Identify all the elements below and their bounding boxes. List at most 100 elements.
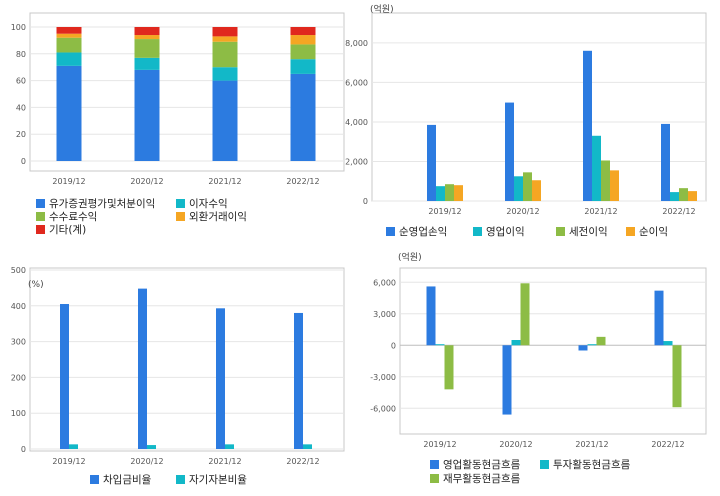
legend-swatch <box>473 227 482 236</box>
y-tick-label: 300 <box>11 338 26 347</box>
bar-income-s0-c1 <box>505 102 514 201</box>
y-tick-label: 0 <box>391 341 396 350</box>
chart-income: 0 2,000 4,000 6,000 8,000 (억원) 2019/12 2020/12 2… <box>345 3 707 238</box>
y-tick-label: 6,000 <box>345 78 368 87</box>
x-tick-label: 2021/12 <box>208 457 241 466</box>
bar-income-s3-c3 <box>688 191 697 201</box>
x-tick-label: 2019/12 <box>428 207 461 216</box>
bar-ratios-s0-c3 <box>294 312 303 449</box>
y-tick-label: 80 <box>16 50 26 59</box>
plot-frame <box>371 12 707 202</box>
chart-cashflow: -6,000 -3,000 0 3,000 6,000 (억원) 2019/12 2020/1… <box>370 251 707 485</box>
plot-frame <box>399 267 707 435</box>
legend-swatch <box>626 227 635 236</box>
bar-income-s2-c0 <box>445 184 454 201</box>
x-tick-label: 2020/12 <box>130 457 163 466</box>
legend-label: 세전이익 <box>569 226 608 238</box>
bar-revenue-composition-s4-c2 <box>212 27 238 37</box>
unit-label: (억원) <box>370 3 394 15</box>
bar-income-s1-c1 <box>514 176 523 201</box>
y-tick-label: 200 <box>11 373 26 382</box>
bar-cashflow-s2-c2 <box>596 336 606 346</box>
bar-ratios-s0-c1 <box>138 288 147 449</box>
bar-ratios-s1-c0 <box>69 444 78 449</box>
y-tick-label: 20 <box>16 130 26 139</box>
legend-swatch <box>36 225 45 234</box>
bar-income-s0-c2 <box>583 50 592 201</box>
bar-income-s1-c0 <box>436 186 445 201</box>
bar-revenue-composition-s0-c2 <box>212 80 238 161</box>
bar-income-s2-c1 <box>523 172 532 201</box>
y-tick-label: -3,000 <box>370 373 396 382</box>
unit-label: (%) <box>28 280 44 290</box>
x-tick-label: 2019/12 <box>423 440 456 449</box>
bar-income-s1-c3 <box>670 192 679 201</box>
legend-label: 투자활동현금흐름 <box>553 458 631 471</box>
bar-income-s3-c2 <box>610 170 619 201</box>
bar-income-s3-c0 <box>454 185 463 201</box>
bar-revenue-composition-s0-c3 <box>290 73 316 161</box>
legend-swatch <box>90 475 99 484</box>
legend-swatch <box>386 227 395 236</box>
bar-cashflow-s2-c3 <box>672 345 682 408</box>
legend-swatch <box>176 212 185 221</box>
legend-swatch <box>430 474 439 483</box>
bar-ratios-s0-c0 <box>60 304 69 449</box>
bar-income-s2-c2 <box>601 160 610 201</box>
x-tick-label: 2019/12 <box>52 177 85 186</box>
legend-label: 외환거래이익 <box>189 211 247 223</box>
bar-revenue-composition-s3-c1 <box>134 35 160 40</box>
x-tick-label: 2022/12 <box>286 177 319 186</box>
y-tick-label: 500 <box>11 266 26 275</box>
x-tick-label: 2020/12 <box>506 207 539 216</box>
y-tick-label: 0 <box>21 445 26 454</box>
y-tick-label: 6,000 <box>373 278 396 287</box>
legend-swatch <box>556 227 565 236</box>
bar-revenue-composition-s3-c3 <box>290 35 316 45</box>
bar-income-s3-c1 <box>532 180 541 201</box>
chart-ratios: 0 100 200 300 400 500(%) 2019/12 2020/12 2021/12… <box>11 266 345 486</box>
bar-income-s1-c2 <box>592 135 601 201</box>
bar-revenue-composition-s2-c3 <box>290 44 316 60</box>
bar-income-s0-c3 <box>661 123 670 201</box>
y-tick-label: -6,000 <box>370 404 396 413</box>
y-tick-label: 0 <box>21 157 26 166</box>
bar-ratios-s1-c3 <box>303 444 312 449</box>
x-tick-label: 2021/12 <box>208 177 241 186</box>
chart-revenue-composition: 0 20 40 60 80 100 2019/12 2020/12 2021/12 2022/12… <box>11 12 345 236</box>
plot-frame <box>29 267 345 452</box>
y-tick-label: 400 <box>11 302 26 311</box>
legend-swatch <box>36 199 45 208</box>
x-tick-label: 2022/12 <box>651 440 684 449</box>
legend-swatch <box>36 212 45 221</box>
bar-revenue-composition-s2-c2 <box>212 41 238 68</box>
bar-ratios-s0-c2 <box>216 308 225 449</box>
y-tick-label: 4,000 <box>345 118 368 127</box>
bar-cashflow-s0-c2 <box>578 345 588 351</box>
bar-ratios-s1-c1 <box>147 445 156 449</box>
legend-label: 수수료수익 <box>49 211 97 223</box>
legend-label: 재무활동현금흐름 <box>443 472 521 485</box>
y-tick-label: 3,000 <box>373 310 396 319</box>
y-tick-label: 100 <box>11 23 26 32</box>
bar-income-s2-c3 <box>679 188 688 201</box>
bar-cashflow-s1-c2 <box>587 344 597 346</box>
legend-swatch <box>176 199 185 208</box>
bar-ratios-s1-c2 <box>225 444 234 449</box>
legend-swatch <box>540 460 549 469</box>
bar-revenue-composition-s0-c0 <box>56 65 82 161</box>
bar-cashflow-s0-c1 <box>502 345 512 415</box>
bar-revenue-composition-s2-c0 <box>56 37 82 53</box>
unit-label: (억원) <box>398 251 422 263</box>
legend-label: 순영업손익 <box>399 225 447 238</box>
bar-cashflow-s1-c3 <box>663 341 673 346</box>
y-tick-label: 40 <box>16 103 26 112</box>
y-tick-label: 2,000 <box>345 157 368 166</box>
bar-revenue-composition-s3-c2 <box>212 36 238 42</box>
y-tick-label: 8,000 <box>345 39 368 48</box>
bar-revenue-composition-s3-c0 <box>56 33 82 38</box>
y-tick-label: 60 <box>16 77 26 86</box>
